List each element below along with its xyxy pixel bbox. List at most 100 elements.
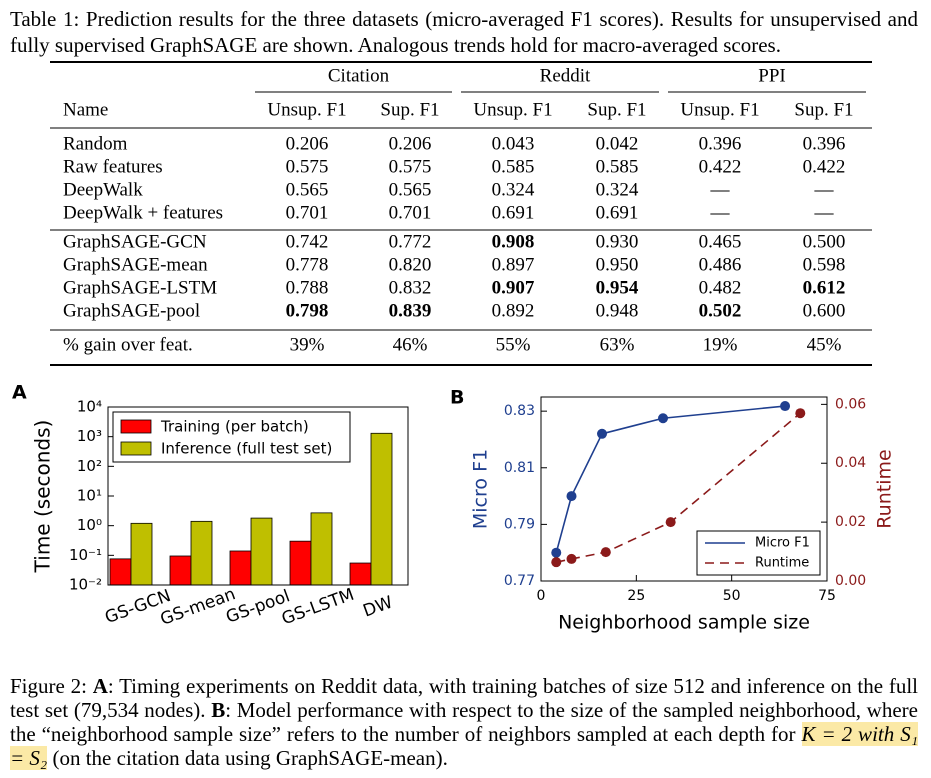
- table-cell: 0.948: [596, 300, 639, 321]
- table-cell: 0.908: [492, 231, 535, 252]
- table-cell: 0.691: [596, 202, 639, 223]
- table-cell: 0.701: [389, 202, 432, 223]
- table-cell: 0.778: [286, 254, 329, 275]
- y-tick-label: 0.81: [504, 460, 535, 476]
- legend-label: Training (per batch): [160, 418, 309, 436]
- data-point: [658, 413, 669, 424]
- data-point: [566, 553, 577, 564]
- table-cell: 0.742: [286, 231, 329, 252]
- column-group: PPI: [758, 65, 785, 86]
- table-cell: 0.042: [596, 133, 639, 154]
- legend-label: Micro F1: [755, 536, 810, 551]
- table-cell: 0.206: [286, 133, 329, 154]
- data-point: [665, 517, 676, 528]
- table-cell: 0.585: [492, 156, 535, 177]
- x-tick-label: GS-LSTM: [279, 585, 357, 630]
- y-tick-label: 10⁻²: [69, 576, 102, 594]
- legend-box: [696, 530, 821, 576]
- caption-text: B: [211, 698, 226, 722]
- y-tick-label: 0.77: [504, 573, 535, 589]
- table-cell: 0.043: [492, 133, 535, 154]
- y2-tick-label: 0.06: [835, 396, 866, 412]
- table-cell: 0.396: [699, 133, 742, 154]
- bar: [370, 432, 393, 586]
- table-cell: 0.482: [699, 277, 742, 298]
- table-cell: 0.575: [286, 156, 329, 177]
- y-tick-label: 10⁰: [77, 516, 102, 534]
- bar: [190, 520, 213, 586]
- bar: [349, 562, 372, 586]
- caption-text: A: [92, 674, 108, 698]
- column-header: Unsup. F1: [473, 99, 552, 120]
- data-point: [566, 491, 577, 502]
- table-cell: 0.502: [699, 300, 742, 321]
- figure-caption: Figure 2: A: Timing experiments on Reddi…: [10, 674, 918, 770]
- column-header: Unsup. F1: [680, 99, 759, 120]
- panel-label: A: [12, 382, 27, 404]
- table-cell: 0.950: [596, 254, 639, 275]
- y-tick-label: 10³: [77, 427, 102, 445]
- table-cell: 0.500: [803, 231, 846, 252]
- table-cell: 45%: [807, 334, 842, 355]
- legend-swatch: [120, 419, 152, 434]
- data-point: [597, 428, 608, 439]
- plot-frame: [540, 396, 828, 582]
- bar: [229, 550, 252, 586]
- table-cell: 0.892: [492, 300, 535, 321]
- table-cell: 0.772: [389, 231, 432, 252]
- column-header: Unsup. F1: [267, 99, 346, 120]
- bar: [109, 558, 132, 586]
- column-header: Sup. F1: [587, 99, 646, 120]
- data-point: [795, 408, 806, 419]
- table-cell: 0.465: [699, 231, 742, 252]
- y-tick-label: 0.83: [504, 403, 535, 419]
- caption-text: Figure 2:: [10, 674, 93, 698]
- table-cell: 0.701: [286, 202, 329, 223]
- table-cell: 0.324: [492, 179, 535, 200]
- y2-axis-label: Runtime: [874, 449, 896, 528]
- row-name: % gain over feat.: [63, 334, 193, 355]
- row-name: GraphSAGE-pool: [63, 300, 200, 321]
- panel-label: B: [450, 387, 464, 409]
- y-tick-label: 10⁻¹: [69, 546, 102, 564]
- table-cell: 0.486: [699, 254, 742, 275]
- y-tick-label: 10⁴: [77, 398, 102, 416]
- table-cell: 0.612: [803, 277, 846, 298]
- caption-text: (on the citation data using GraphSAGE-me…: [47, 746, 448, 770]
- table-cell: 0.820: [389, 254, 432, 275]
- legend-label: Runtime: [755, 556, 809, 571]
- table-cell: 0.585: [596, 156, 639, 177]
- x-axis-label: Neighborhood sample size: [558, 612, 810, 634]
- column-header: Name: [63, 99, 108, 120]
- table-cell: 0.598: [803, 254, 846, 275]
- bar: [310, 512, 333, 586]
- table-cell: 63%: [600, 334, 635, 355]
- column-header: Sup. F1: [380, 99, 439, 120]
- row-name: DeepWalk + features: [63, 202, 223, 223]
- table-cell: —: [814, 179, 835, 200]
- table-cell: 0.565: [286, 179, 329, 200]
- table-cell: 0.832: [389, 277, 432, 298]
- column-header: Sup. F1: [794, 99, 853, 120]
- table-cell: 0.788: [286, 277, 329, 298]
- x-tick-label: 75: [818, 588, 836, 604]
- table-caption: Table 1: Prediction results for the thre…: [10, 7, 918, 57]
- bar: [130, 522, 153, 586]
- column-group: Reddit: [540, 65, 591, 86]
- table-cell: 0.839: [389, 300, 432, 321]
- table-cell: 0.575: [389, 156, 432, 177]
- y-tick-label: 0.79: [504, 516, 535, 532]
- y2-tick-label: 0.00: [835, 573, 866, 589]
- x-tick-label: 50: [723, 588, 741, 604]
- legend-box: [112, 411, 351, 463]
- table-cell: 0.691: [492, 202, 535, 223]
- y2-tick-label: 0.04: [835, 455, 866, 471]
- table-cell: 39%: [290, 334, 325, 355]
- table-cell: 0.422: [803, 156, 846, 177]
- table-cell: 19%: [703, 334, 738, 355]
- bar: [169, 555, 192, 586]
- x-tick-label: 25: [627, 588, 645, 604]
- x-tick-label: DW: [361, 592, 396, 621]
